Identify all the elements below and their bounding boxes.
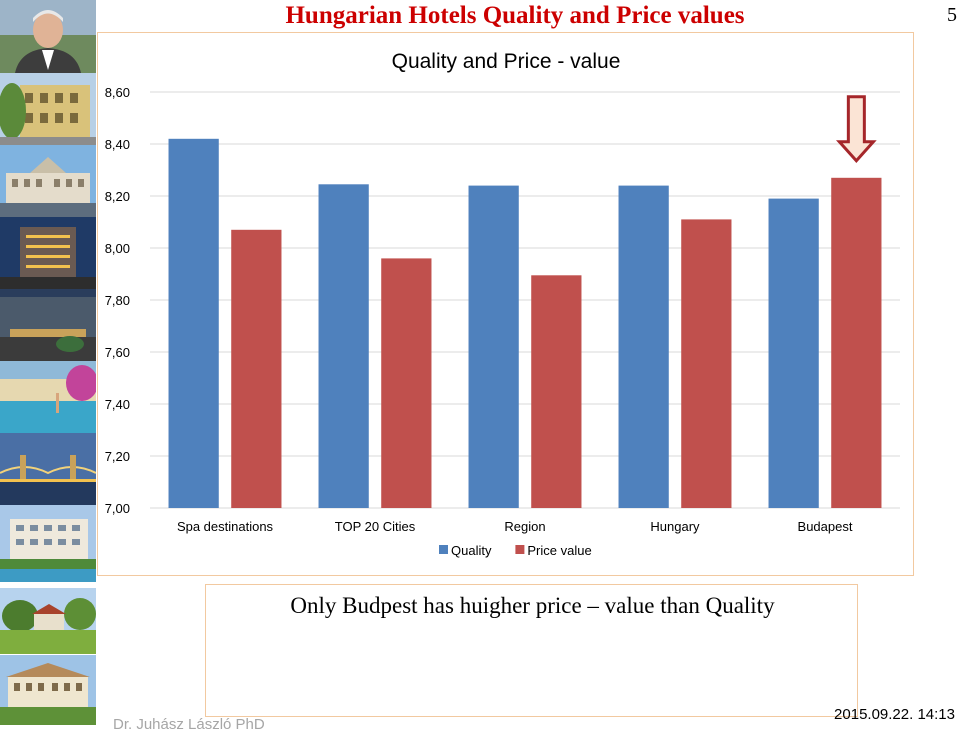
y-tick-label: 7,40 xyxy=(105,397,130,412)
price-value-bar xyxy=(831,177,882,509)
chain-bridge-night-photo xyxy=(0,433,96,505)
legend-label: Quality xyxy=(451,543,492,558)
hotel-entrance-photo xyxy=(0,289,96,361)
quality-bar xyxy=(768,198,819,508)
quality-bar xyxy=(318,184,369,509)
bars xyxy=(168,138,882,509)
palace-hotel-photo xyxy=(0,145,96,217)
caption-text: Only Budpest has huigher price – value t… xyxy=(290,593,775,618)
author-footer: Dr. Juhász László PhD xyxy=(113,716,265,733)
photo-strip xyxy=(0,0,96,733)
quality-bar xyxy=(618,185,669,508)
x-axis-ticks: Spa destinations TOP 20 Cities Region Hunga… xyxy=(177,519,853,534)
x-tick-label: Hungary xyxy=(650,519,700,534)
legend: Quality Price value xyxy=(439,543,592,558)
date-time: 2015.09.22. 14:13 xyxy=(834,706,955,723)
chart-title: Quality and Price - value xyxy=(392,50,621,73)
spa-pool-photo xyxy=(0,361,96,433)
x-tick-label: Region xyxy=(504,519,545,534)
countryside-hotel-photo xyxy=(0,588,96,654)
resort-hotel-photo xyxy=(0,505,96,582)
y-tick-label: 8,00 xyxy=(105,241,130,256)
caption-box: Only Budpest has huigher price – value t… xyxy=(205,584,858,717)
castle-hotel-photo xyxy=(0,655,96,725)
bar-chart: Quality and Price - value 7,007,207,407,… xyxy=(105,50,900,558)
x-tick-label: Budapest xyxy=(798,519,853,534)
slide-title: Hungarian Hotels Quality and Price value… xyxy=(285,2,745,29)
price-value-bar xyxy=(381,258,432,508)
legend-swatch xyxy=(439,545,448,554)
y-tick-label: 7,60 xyxy=(105,345,130,360)
legend-label: Price value xyxy=(527,543,591,558)
x-tick-label: TOP 20 Cities xyxy=(335,519,416,534)
legend-swatch xyxy=(515,545,525,554)
quality-bar xyxy=(168,138,219,509)
quality-bar xyxy=(468,185,519,508)
x-tick-label: Spa destinations xyxy=(177,519,274,534)
yellow-building-photo xyxy=(0,73,96,145)
y-tick-label: 8,60 xyxy=(105,85,130,100)
page-number: 5 xyxy=(947,4,957,26)
down-arrow-icon xyxy=(835,95,877,164)
y-tick-label: 7,80 xyxy=(105,293,130,308)
tower-hotel-photo xyxy=(0,217,96,289)
portrait-photo xyxy=(0,0,96,73)
y-tick-label: 8,40 xyxy=(105,137,130,152)
y-axis-ticks: 7,00 7,20 7,40 7,60 7,80 8,00 8,20 8,40 8,60 xyxy=(105,85,130,516)
y-tick-label: 8,20 xyxy=(105,189,130,204)
price-value-bar xyxy=(531,275,582,508)
price-value-bar xyxy=(681,219,732,508)
y-tick-label: 7,20 xyxy=(105,449,130,464)
y-tick-label: 7,00 xyxy=(105,501,130,516)
price-value-bar xyxy=(231,229,282,509)
chart-frame: Quality and Price - value 7,00 7,20 7,40 7,… xyxy=(97,32,914,576)
